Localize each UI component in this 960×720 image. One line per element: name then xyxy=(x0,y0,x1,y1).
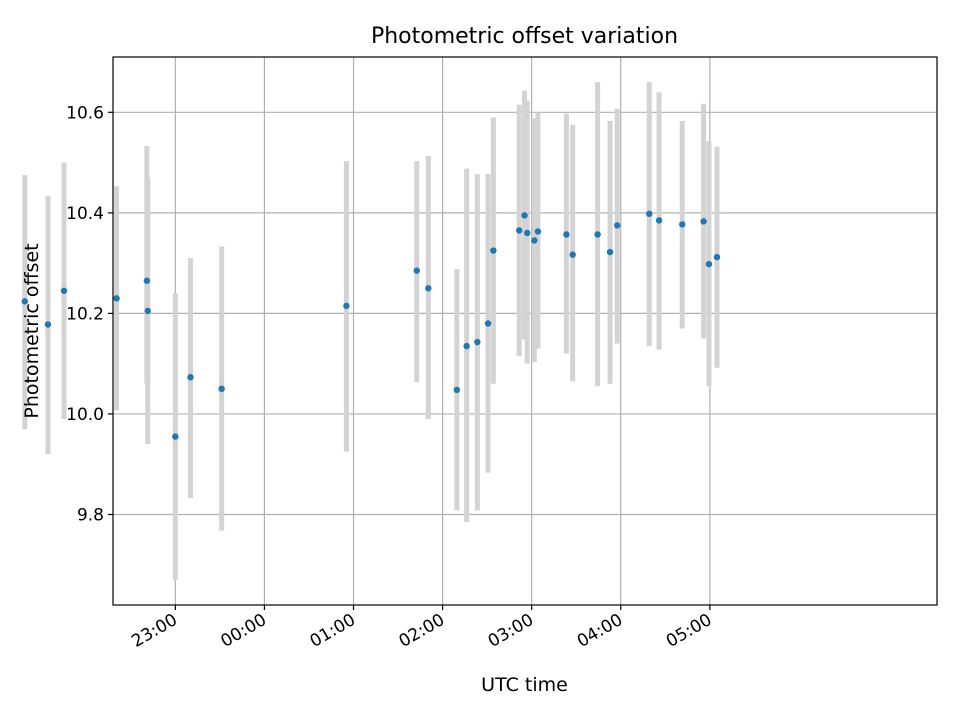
y-axis-label: Photometric offset xyxy=(21,243,43,418)
data-point xyxy=(613,222,621,229)
data-point xyxy=(521,212,528,219)
data-point xyxy=(516,227,523,234)
y-tick-label: 10.4 xyxy=(66,204,104,224)
data-point xyxy=(646,210,653,218)
data-point xyxy=(569,251,576,258)
x-axis-label: UTC time xyxy=(481,674,568,696)
data-point xyxy=(453,386,461,394)
data-point xyxy=(425,285,432,292)
data-point xyxy=(144,307,151,315)
data-point xyxy=(187,374,194,381)
data-point xyxy=(484,320,492,327)
data-point xyxy=(343,302,350,310)
data-point xyxy=(474,338,481,346)
data-point xyxy=(172,433,179,440)
data-point xyxy=(113,295,120,302)
data-point xyxy=(594,231,601,238)
y-tick-label: 10.0 xyxy=(66,405,104,425)
data-point xyxy=(524,229,531,237)
data-point xyxy=(655,217,663,224)
data-point xyxy=(705,260,713,268)
y-tick-label: 9.8 xyxy=(77,506,104,526)
data-point xyxy=(413,267,420,274)
data-point xyxy=(700,218,707,225)
data-point xyxy=(531,237,538,244)
data-point xyxy=(563,231,570,238)
data-point xyxy=(463,342,470,350)
data-point xyxy=(713,253,721,261)
chart-title: Photometric offset variation xyxy=(371,24,678,49)
data-point xyxy=(44,321,52,328)
y-tick-label: 10.6 xyxy=(66,103,104,123)
data-point xyxy=(679,221,686,228)
y-tick-label: 10.2 xyxy=(66,304,104,324)
data-point xyxy=(143,277,151,284)
data-point xyxy=(21,298,29,305)
data-point xyxy=(218,385,225,393)
data-point xyxy=(606,248,614,256)
data-point xyxy=(534,228,542,235)
plot-frame xyxy=(112,56,938,606)
data-point xyxy=(490,247,497,254)
data-point xyxy=(60,287,68,294)
